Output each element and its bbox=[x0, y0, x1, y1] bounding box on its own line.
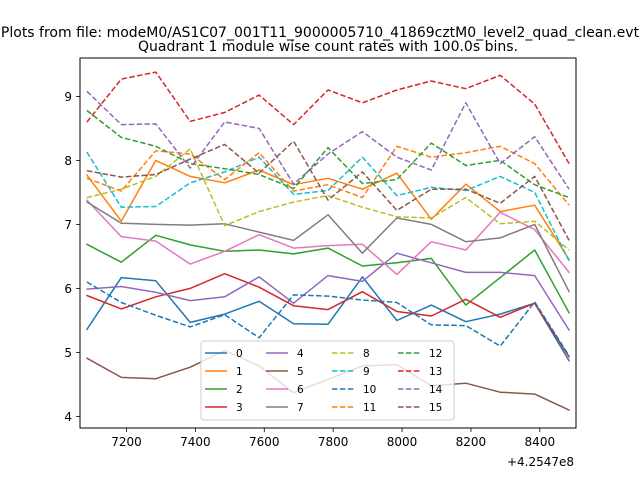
y-tick-label: 4 bbox=[64, 410, 72, 424]
legend-box bbox=[200, 340, 455, 421]
x-tick-label: 8400 bbox=[525, 435, 556, 449]
legend-label-14: 14 bbox=[429, 384, 443, 396]
legend-label-3: 3 bbox=[236, 402, 243, 414]
y-tick-label: 6 bbox=[64, 282, 72, 296]
series-line-15 bbox=[86, 140, 570, 241]
legend-label-0: 0 bbox=[236, 348, 243, 360]
figure-suptitle: Plots from file: modeM0/AS1C07_001T11_90… bbox=[1, 25, 640, 41]
series-line-1 bbox=[86, 159, 570, 261]
series-line-7 bbox=[86, 201, 570, 293]
legend-label-4: 4 bbox=[297, 348, 304, 360]
x-tick-label: 8000 bbox=[387, 435, 418, 449]
x-offset-label: +4.2547e8 bbox=[507, 455, 574, 469]
legend-label-6: 6 bbox=[297, 384, 304, 396]
series-line-8 bbox=[86, 148, 570, 251]
series-line-2 bbox=[86, 234, 570, 314]
x-tick-label: 7400 bbox=[180, 435, 211, 449]
series-line-13 bbox=[86, 71, 570, 164]
y-tick-label: 5 bbox=[64, 346, 72, 360]
y-tick-label: 7 bbox=[64, 218, 72, 232]
legend-label-7: 7 bbox=[297, 402, 304, 414]
series-line-14 bbox=[86, 90, 570, 190]
legend-label-13: 13 bbox=[429, 366, 442, 378]
x-tick-label: 7800 bbox=[318, 435, 349, 449]
series-line-12 bbox=[86, 109, 570, 199]
legend-label-2: 2 bbox=[236, 384, 243, 396]
series-line-6 bbox=[86, 199, 570, 276]
legend-label-9: 9 bbox=[363, 366, 370, 378]
y-axis: 4 5 6 7 8 9 bbox=[64, 90, 80, 424]
legend-label-1: 1 bbox=[236, 366, 243, 378]
series-line-4 bbox=[86, 252, 570, 331]
x-tick-label: 7200 bbox=[111, 435, 142, 449]
series-line-9 bbox=[86, 151, 570, 262]
series-line-10 bbox=[86, 281, 570, 357]
legend-label-15: 15 bbox=[429, 402, 442, 414]
legend-label-12: 12 bbox=[429, 348, 442, 360]
series-layer bbox=[86, 71, 570, 411]
x-axis: 7200 7400 7600 7800 8000 8200 8400 bbox=[111, 428, 555, 449]
chart-title: Quadrant 1 module wise count rates with … bbox=[138, 39, 518, 55]
series-line-3 bbox=[86, 272, 570, 358]
y-tick-label: 9 bbox=[64, 90, 72, 104]
legend-label-5: 5 bbox=[297, 366, 304, 378]
x-tick-label: 8200 bbox=[456, 435, 487, 449]
series-line-11 bbox=[86, 145, 570, 206]
x-tick-label: 7600 bbox=[249, 435, 280, 449]
legend-label-11: 11 bbox=[363, 402, 376, 414]
plot-frame bbox=[79, 57, 577, 429]
y-tick-label: 8 bbox=[64, 154, 72, 168]
legend-label-8: 8 bbox=[363, 348, 370, 360]
legend-label-10: 10 bbox=[363, 384, 376, 396]
